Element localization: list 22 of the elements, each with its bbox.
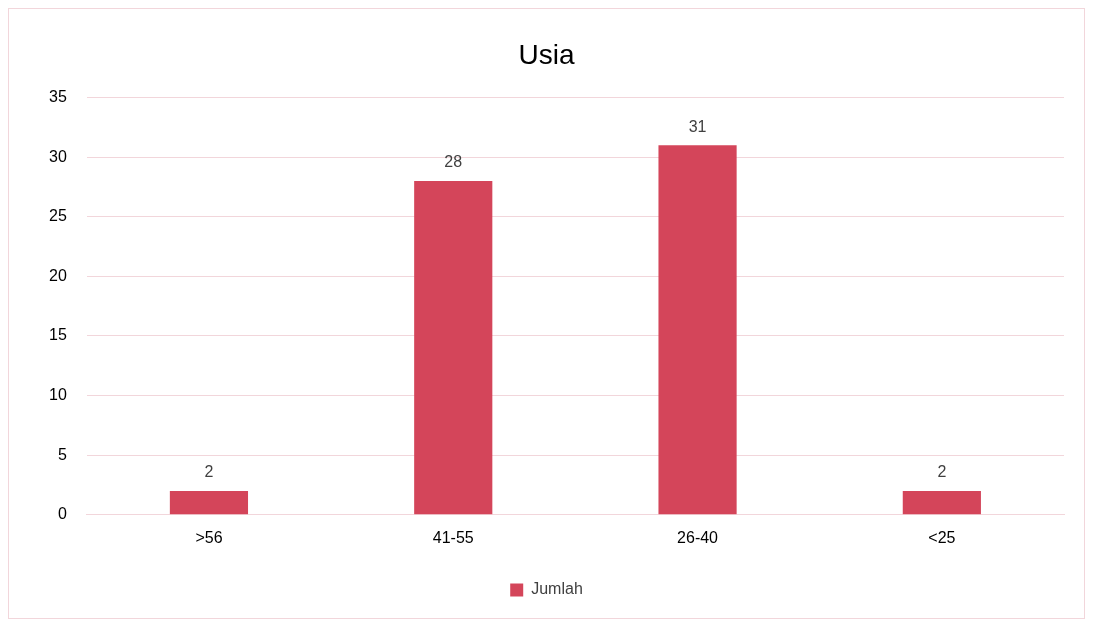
chart-title: Usia (518, 38, 575, 70)
legend-label: Jumlah (531, 580, 583, 598)
y-tick-label: 5 (57, 445, 67, 463)
bar (902, 490, 981, 515)
data-label: 28 (444, 153, 463, 171)
data-label: 31 (688, 117, 707, 135)
y-tick-label: 30 (49, 147, 67, 165)
data-label: 2 (937, 463, 947, 481)
bar (658, 145, 737, 515)
y-tick-label: 10 (49, 386, 67, 404)
y-tick-label: 15 (49, 326, 67, 344)
data-label: 2 (204, 463, 214, 481)
y-tick-label: 25 (49, 207, 67, 225)
x-tick-label: 26-40 (677, 528, 719, 546)
bar (169, 490, 249, 515)
y-tick-label: 35 (49, 88, 67, 106)
x-tick-label: >56 (195, 528, 223, 546)
y-tick-label: 20 (49, 266, 67, 284)
bar (414, 181, 493, 515)
x-tick-label: 41-55 (432, 528, 474, 546)
x-tick-label: <25 (928, 528, 956, 546)
y-tick-label: 0 (57, 505, 67, 523)
